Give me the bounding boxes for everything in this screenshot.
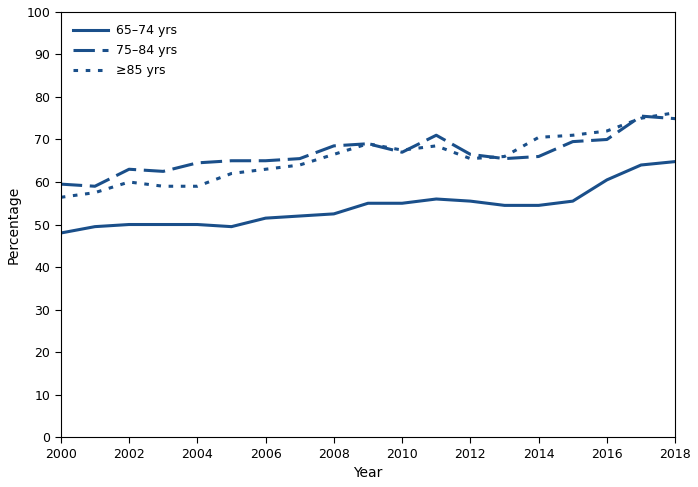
- 75–84 yrs: [535, 153, 543, 159]
- ≥85 yrs: [193, 183, 202, 189]
- ≥85 yrs: [364, 141, 372, 147]
- 65–74 yrs: [535, 203, 543, 208]
- 75–84 yrs: [398, 150, 406, 155]
- ≥85 yrs: [535, 134, 543, 140]
- 75–84 yrs: [364, 141, 372, 147]
- X-axis label: Year: Year: [353, 466, 383, 480]
- ≥85 yrs: [125, 179, 133, 185]
- 75–84 yrs: [159, 169, 168, 174]
- 65–74 yrs: [57, 230, 65, 236]
- 75–84 yrs: [432, 132, 440, 138]
- 75–84 yrs: [466, 151, 475, 157]
- Line: 75–84 yrs: 75–84 yrs: [61, 116, 675, 186]
- ≥85 yrs: [432, 143, 440, 149]
- 75–84 yrs: [57, 181, 65, 187]
- 75–84 yrs: [500, 156, 509, 162]
- ≥85 yrs: [603, 128, 611, 134]
- 75–84 yrs: [125, 167, 133, 172]
- 65–74 yrs: [398, 200, 406, 206]
- 65–74 yrs: [637, 162, 645, 168]
- ≥85 yrs: [569, 132, 577, 138]
- 65–74 yrs: [569, 198, 577, 204]
- 65–74 yrs: [432, 196, 440, 202]
- 65–74 yrs: [159, 222, 168, 227]
- 75–84 yrs: [603, 136, 611, 142]
- 75–84 yrs: [261, 158, 269, 164]
- ≥85 yrs: [671, 110, 679, 115]
- ≥85 yrs: [500, 153, 509, 159]
- 65–74 yrs: [295, 213, 304, 219]
- 65–74 yrs: [91, 224, 99, 229]
- 65–74 yrs: [466, 198, 475, 204]
- 65–74 yrs: [603, 177, 611, 183]
- Line: 65–74 yrs: 65–74 yrs: [61, 162, 675, 233]
- ≥85 yrs: [261, 167, 269, 172]
- 65–74 yrs: [364, 200, 372, 206]
- ≥85 yrs: [329, 151, 338, 157]
- 65–74 yrs: [329, 211, 338, 217]
- ≥85 yrs: [637, 115, 645, 121]
- 65–74 yrs: [261, 215, 269, 221]
- 65–74 yrs: [228, 224, 236, 229]
- 75–84 yrs: [91, 183, 99, 189]
- 75–84 yrs: [228, 158, 236, 164]
- 65–74 yrs: [500, 203, 509, 208]
- 65–74 yrs: [193, 222, 202, 227]
- 75–84 yrs: [637, 113, 645, 119]
- ≥85 yrs: [466, 156, 475, 162]
- 65–74 yrs: [125, 222, 133, 227]
- ≥85 yrs: [228, 170, 236, 176]
- ≥85 yrs: [57, 194, 65, 200]
- 75–84 yrs: [193, 160, 202, 166]
- ≥85 yrs: [295, 162, 304, 168]
- Y-axis label: Percentage: Percentage: [7, 186, 21, 263]
- 75–84 yrs: [671, 116, 679, 122]
- 75–84 yrs: [569, 139, 577, 145]
- 75–84 yrs: [329, 143, 338, 149]
- ≥85 yrs: [91, 190, 99, 196]
- 65–74 yrs: [671, 159, 679, 165]
- 75–84 yrs: [295, 156, 304, 162]
- Legend: 65–74 yrs, 75–84 yrs, ≥85 yrs: 65–74 yrs, 75–84 yrs, ≥85 yrs: [68, 19, 182, 82]
- Line: ≥85 yrs: ≥85 yrs: [61, 112, 675, 197]
- ≥85 yrs: [398, 147, 406, 153]
- ≥85 yrs: [159, 183, 168, 189]
